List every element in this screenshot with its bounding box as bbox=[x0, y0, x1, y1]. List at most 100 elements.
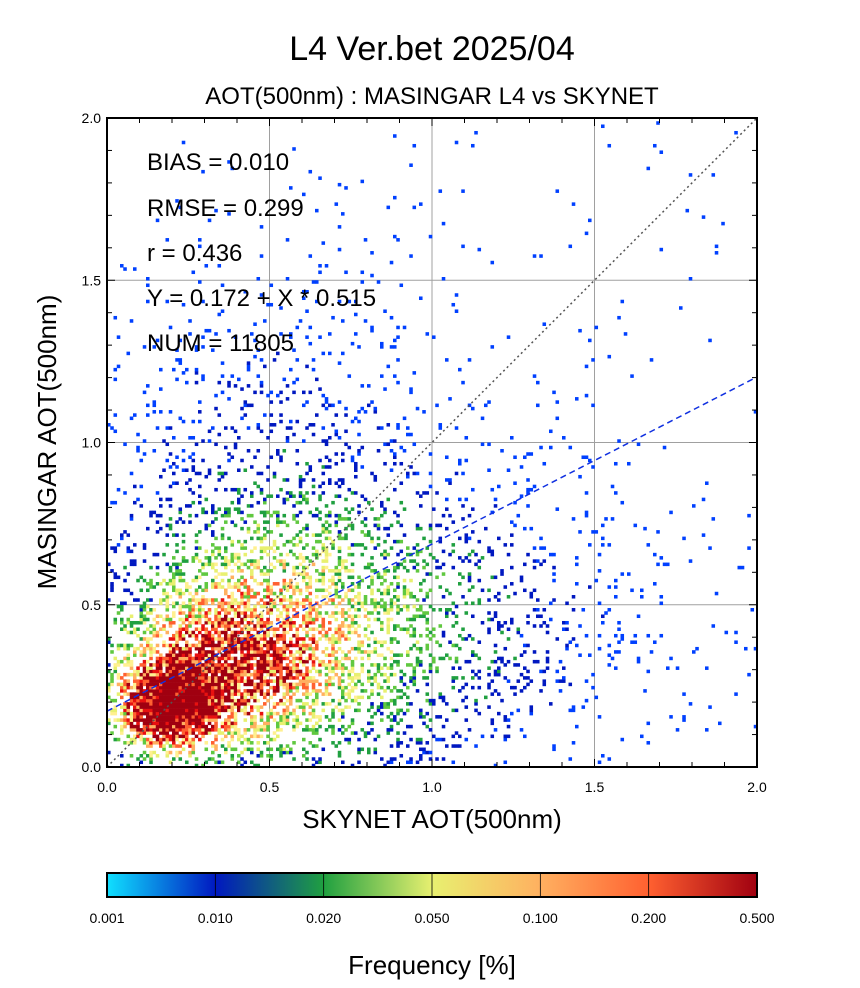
density-cell bbox=[285, 604, 290, 609]
density-cell bbox=[341, 669, 345, 674]
density-cell bbox=[298, 672, 303, 677]
density-cell bbox=[370, 569, 374, 573]
density-cell bbox=[305, 672, 309, 677]
density-cell bbox=[292, 569, 296, 573]
density-cell bbox=[331, 601, 335, 606]
density-cell bbox=[201, 663, 205, 667]
density-cell bbox=[617, 315, 621, 320]
density-cell bbox=[110, 731, 114, 735]
density-cell bbox=[311, 546, 316, 550]
density-cell bbox=[181, 620, 186, 625]
density-cell bbox=[399, 676, 404, 680]
density-cell bbox=[165, 682, 170, 687]
density-cell bbox=[428, 702, 433, 706]
density-cell bbox=[198, 471, 202, 476]
density-cell bbox=[295, 419, 300, 424]
density-cell bbox=[370, 630, 374, 635]
density-cell bbox=[552, 552, 556, 557]
density-cell bbox=[149, 643, 153, 648]
density-cell bbox=[211, 643, 215, 648]
density-cell bbox=[207, 471, 212, 476]
density-cell bbox=[337, 436, 342, 440]
density-cell bbox=[152, 633, 157, 638]
density-cell bbox=[350, 663, 355, 667]
density-cell bbox=[389, 672, 394, 677]
density-cell bbox=[344, 429, 348, 434]
density-cell bbox=[233, 715, 238, 719]
density-cell bbox=[214, 711, 218, 716]
density-cell bbox=[155, 754, 160, 758]
density-cell bbox=[185, 559, 189, 563]
density-cell bbox=[347, 624, 352, 628]
density-cell bbox=[259, 569, 264, 573]
density-cell bbox=[415, 656, 420, 661]
density-cell bbox=[350, 646, 355, 651]
density-cell bbox=[155, 659, 160, 664]
density-cell bbox=[159, 582, 163, 586]
density-cell bbox=[298, 530, 303, 534]
density-cell bbox=[126, 711, 131, 716]
density-cell bbox=[389, 439, 394, 443]
density-cell bbox=[302, 478, 306, 482]
density-cell bbox=[295, 630, 300, 635]
density-cell bbox=[194, 637, 199, 641]
density-cell bbox=[198, 715, 202, 719]
density-cell bbox=[490, 659, 495, 664]
density-cell bbox=[159, 702, 163, 706]
density-cell bbox=[461, 559, 465, 563]
density-cell bbox=[357, 747, 361, 752]
density-cell bbox=[542, 669, 547, 674]
density-cell bbox=[370, 601, 374, 606]
density-cell bbox=[233, 445, 238, 450]
density-cell bbox=[230, 487, 235, 492]
density-cell bbox=[328, 620, 332, 625]
density-cell bbox=[211, 426, 215, 430]
density-cell bbox=[584, 633, 589, 638]
density-cell bbox=[376, 705, 381, 709]
density-cell bbox=[321, 650, 326, 654]
density-cell bbox=[357, 575, 361, 580]
density-cell bbox=[500, 569, 504, 573]
density-cell bbox=[607, 643, 612, 648]
density-cell bbox=[155, 513, 160, 518]
density-cell bbox=[380, 552, 384, 557]
density-cell bbox=[422, 491, 426, 495]
density-cell bbox=[458, 646, 462, 651]
density-cell bbox=[305, 595, 309, 599]
density-cell bbox=[142, 578, 147, 583]
density-cell bbox=[175, 199, 179, 203]
density-cell bbox=[123, 721, 127, 726]
density-cell bbox=[350, 698, 355, 703]
density-cell bbox=[172, 436, 176, 440]
density-cell bbox=[399, 627, 404, 632]
density-cell bbox=[155, 676, 160, 680]
density-cell bbox=[497, 627, 501, 632]
density-cell bbox=[630, 640, 634, 644]
density-cell bbox=[607, 653, 612, 657]
density-cell bbox=[120, 533, 124, 537]
density-cell bbox=[269, 588, 274, 593]
density-cell bbox=[233, 640, 238, 644]
density-cell bbox=[367, 708, 371, 713]
density-cell bbox=[282, 676, 287, 680]
density-cell bbox=[328, 692, 332, 696]
density-cell bbox=[282, 624, 287, 628]
density-cell bbox=[318, 682, 322, 687]
density-cell bbox=[211, 585, 215, 589]
density-cell bbox=[165, 692, 170, 696]
density-cell bbox=[380, 666, 384, 670]
density-cell bbox=[402, 565, 407, 570]
density-cell bbox=[237, 569, 241, 573]
density-cell bbox=[146, 384, 150, 388]
density-cell bbox=[259, 380, 264, 385]
density-cell bbox=[396, 741, 400, 745]
density-cell bbox=[337, 562, 342, 567]
density-cell bbox=[328, 351, 332, 356]
density-cell bbox=[217, 264, 222, 268]
density-cell bbox=[409, 559, 413, 563]
density-cell bbox=[126, 533, 131, 537]
density-cell bbox=[432, 627, 436, 632]
density-cell bbox=[253, 669, 257, 674]
density-cell bbox=[162, 656, 166, 661]
density-cell bbox=[110, 708, 114, 713]
